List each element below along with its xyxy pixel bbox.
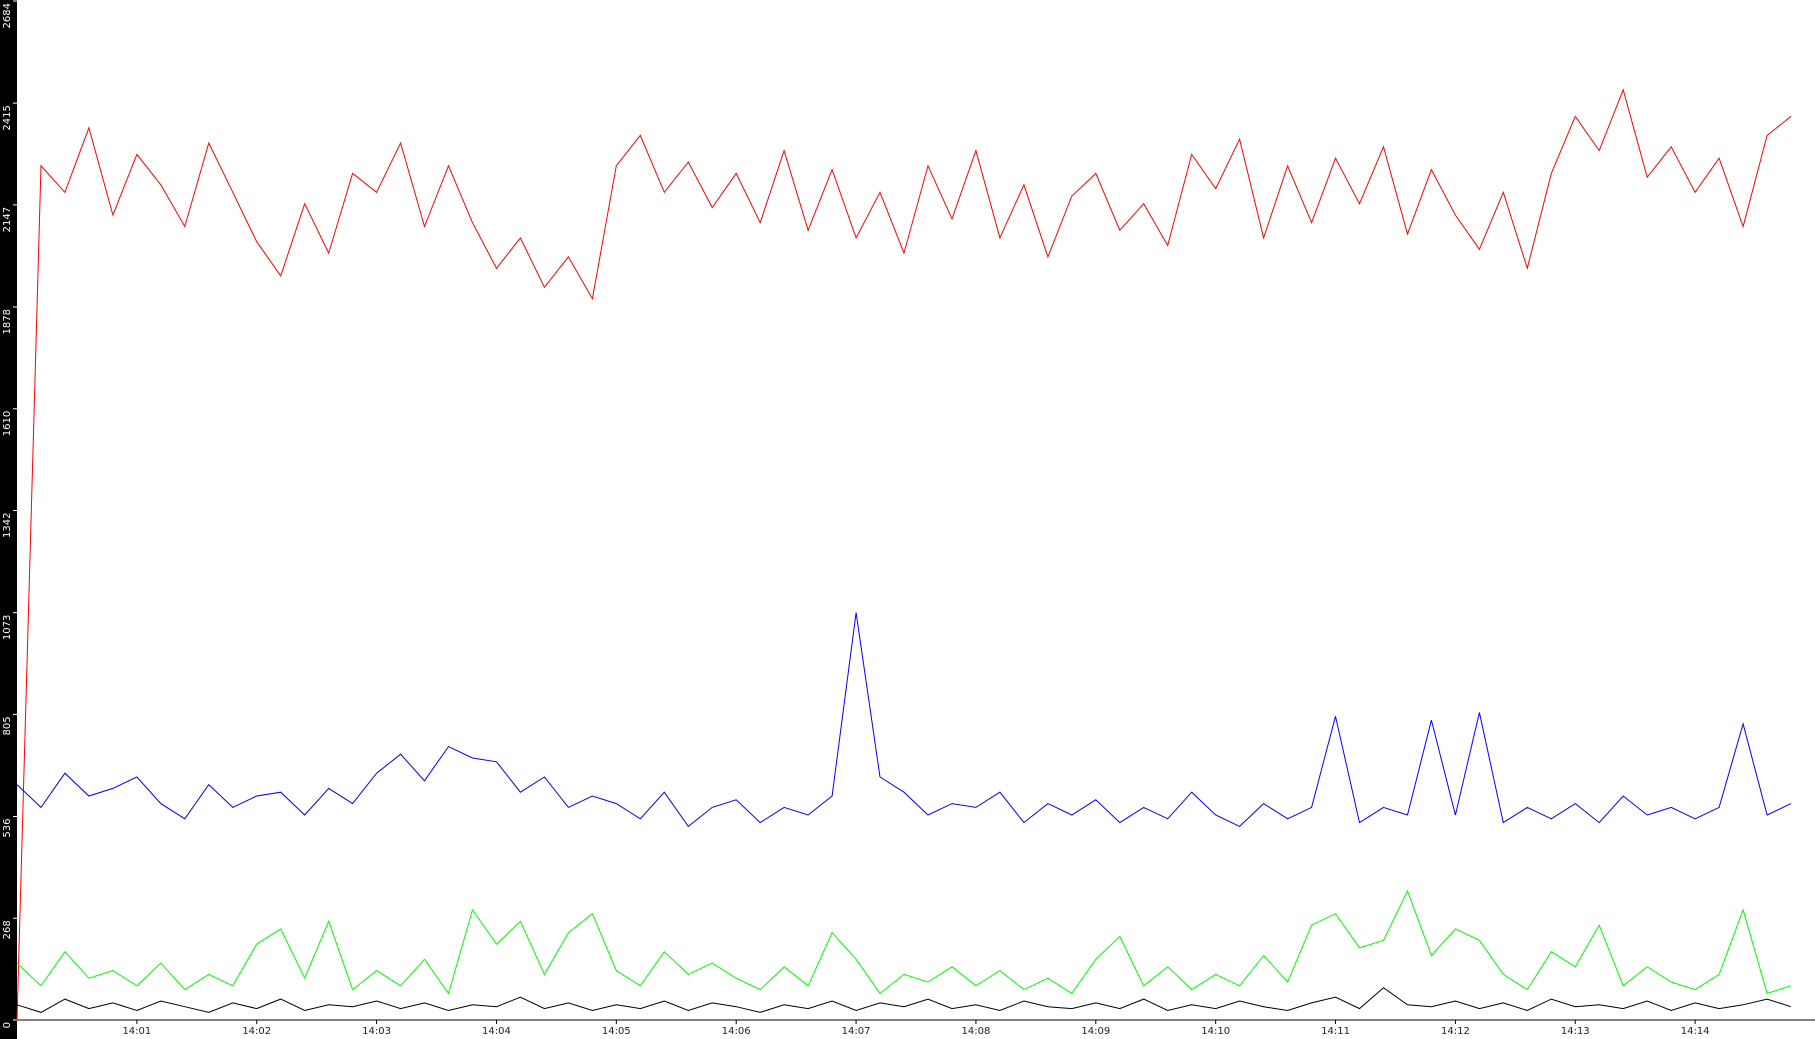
series-line xyxy=(16,987,1792,1013)
y-tick-label: 805 xyxy=(2,716,13,735)
y-tick-label: 0 xyxy=(2,1022,13,1028)
x-tick-label: 14:10 xyxy=(1201,1026,1230,1037)
x-tick-label: 14:04 xyxy=(482,1026,511,1037)
x-tick-label: 14:01 xyxy=(122,1026,151,1037)
x-tick-label: 14:05 xyxy=(602,1026,631,1037)
x-tick-label: 14:09 xyxy=(1081,1026,1110,1037)
y-tick-label: 268 xyxy=(2,920,13,939)
x-tick-label: 14:02 xyxy=(242,1026,271,1037)
y-tick-label: 2415 xyxy=(2,105,13,130)
x-tick-label: 14:06 xyxy=(722,1026,751,1037)
series-line xyxy=(16,88,1792,1021)
y-tick-label: 1610 xyxy=(2,411,13,436)
x-tick-label: 14:11 xyxy=(1321,1026,1350,1037)
x-tick-label: 14:14 xyxy=(1681,1026,1710,1037)
series-line xyxy=(16,889,1792,995)
y-axis-strip xyxy=(0,0,17,1039)
y-tick-label: 2147 xyxy=(2,207,13,232)
x-tick-label: 14:13 xyxy=(1561,1026,1590,1037)
y-tick-label: 536 xyxy=(2,819,13,838)
series-line xyxy=(16,612,1792,828)
x-tick-label: 14:07 xyxy=(842,1026,871,1037)
y-tick-label: 1878 xyxy=(2,309,13,334)
x-tick-label: 14:03 xyxy=(362,1026,391,1037)
y-tick-label: 2684 xyxy=(2,3,13,28)
y-tick-label: 1073 xyxy=(2,615,13,640)
x-tick-label: 14:08 xyxy=(962,1026,991,1037)
y-tick-label: 1342 xyxy=(2,513,13,538)
x-tick-label: 14:12 xyxy=(1441,1026,1470,1037)
